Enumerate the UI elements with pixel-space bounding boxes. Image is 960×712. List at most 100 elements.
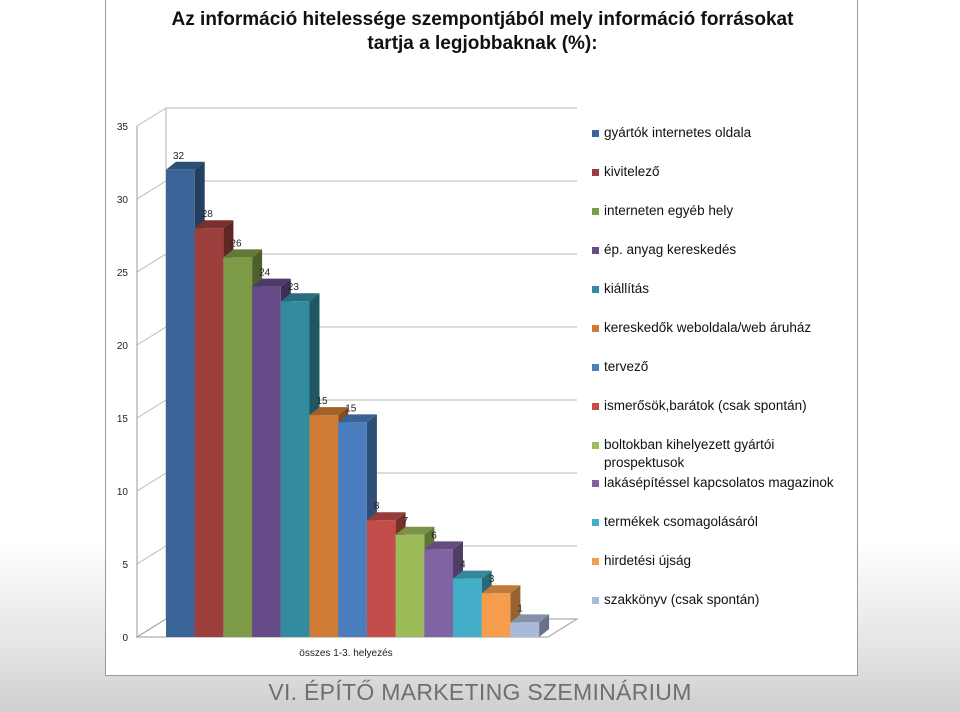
chart-title: Az információ hitelessége szempontjából … [106,8,859,56]
legend-label: ép. anyag kereskedés [604,242,736,257]
bar-front-face [395,534,425,637]
gridline-diagonal [136,253,167,273]
data-label: 4 [460,560,466,571]
gridline-diagonal [136,180,167,200]
bar-7 [338,414,377,637]
bar-front-face [252,286,281,637]
gridline-diagonal [136,472,167,492]
bar-front-face [166,169,195,638]
data-label: 28 [202,209,214,220]
bar-front-face [223,257,253,637]
data-label: 7 [403,516,409,527]
y-tick-label: 0 [122,633,128,644]
data-label: 26 [230,238,242,249]
legend-item-12: hirdetési újság [592,553,691,568]
bar-13 [510,614,550,637]
bar-top-face [481,585,521,594]
legend-swatch [592,286,599,293]
bar-front-face [424,549,453,637]
bar-top-face [223,249,263,258]
legend-label: ismerősök,barátok (csak spontán) [604,398,807,413]
legend-item-10: lakásépítéssel kapcsolatos magazinok [592,475,834,490]
legend-swatch [592,480,599,487]
y-tick-label: 25 [117,268,129,279]
bar-front-face [309,415,339,637]
x-axis-label: összes 1-3. helyezés [299,648,392,659]
bar-top-face [510,614,550,623]
bar-top-face [166,161,205,170]
legend-label: gyártók internetes oldala [604,125,752,140]
bar-front-face [510,622,540,637]
legend-item-8: ismerősök,barátok (csak spontán) [592,398,807,413]
bar-front-face [366,520,396,637]
bars-layer [166,161,550,638]
legend-swatch [592,247,599,254]
y-tick-label: 35 [117,122,129,133]
data-label: 23 [288,282,300,293]
bar-side-face [539,614,550,637]
legend-swatch [592,130,599,137]
bar-front-face [481,593,511,637]
bar-front-face [338,422,367,637]
gridline-diagonal [136,107,167,127]
gridline-diagonal [136,545,167,565]
chart-title-line-1: Az információ hitelessége szempontjából … [171,9,794,30]
data-label: 8 [374,501,380,512]
y-tick-label: 5 [122,560,128,571]
legend-swatch [592,325,599,332]
bar-front-face [280,301,310,637]
legend-label: termékek csomagolásáról [604,514,758,529]
legend-item-13: szakkönyv (csak spontán) [592,592,759,607]
bar-top-face [453,570,492,579]
legend-item-9: boltokban kihelyezett gyártói prospektuso… [592,437,774,470]
legend-swatch [592,558,599,565]
bar-front-face [453,578,482,637]
legend-item-11: termékek csomagolásáról [592,514,758,529]
legend-item-6: kereskedők weboldala/web áruház [592,320,811,335]
legend-item-1: gyártók internetes oldala [592,125,752,140]
footer-title: VI. ÉPÍTŐ MARKETING SZEMINÁRIUM [268,679,692,705]
legend-label: szakkönyv (csak spontán) [604,592,759,607]
legend-swatch [592,519,599,526]
bar-top-face [194,220,234,229]
legend-swatch [592,364,599,371]
gridline-diagonal [136,326,167,346]
bar-front-face [194,228,224,637]
legend-swatch [592,442,599,449]
legend-label: kereskedők weboldala/web áruház [604,320,811,335]
y-tick-label: 30 [117,195,129,206]
legend-item-7: tervező [592,359,648,374]
legend-label: interneten egyéb hely [604,203,733,218]
y-tick-label: 10 [117,487,129,498]
legend-swatch [592,208,599,215]
legend-item-3: interneten egyéb hely [592,203,733,218]
bar-top-face [280,293,320,302]
legend-swatch [592,169,599,176]
bar-top-face [424,541,463,550]
bar-top-face [395,526,435,535]
labels-layer: 32 28 26 24 23 15 15 8 7 6 4 3 1 [173,151,523,615]
legend-label: hirdetési újság [604,553,691,568]
legend-item-4: ép. anyag kereskedés [592,242,736,257]
bar-top-face [252,278,291,287]
legend-label: kiállítás [604,281,649,296]
legend-label: boltokban kihelyezett gyártói prospektuso… [604,437,774,470]
bar-top-face [309,407,349,416]
data-label: 6 [431,530,437,541]
bar-top-face [366,512,406,521]
chart-title-line-2: tartja a legjobbaknak (%): [367,33,598,54]
legend-item-5: kiállítás [592,281,649,296]
bar-top-face [338,414,377,423]
gridline-diagonal [136,399,167,419]
y-tick-label: 15 [117,414,129,425]
data-label: 1 [517,603,523,614]
data-label: 32 [173,151,185,162]
legend-layer: gyártók internetes oldala kivitelező inter… [592,125,834,607]
legend-label: tervező [604,359,648,374]
legend-label: lakásépítéssel kapcsolatos magazinok [604,475,834,490]
legend-swatch [592,403,599,410]
data-label: 15 [317,396,329,407]
y-tick-label: 20 [117,341,129,352]
data-label: 24 [259,268,271,279]
